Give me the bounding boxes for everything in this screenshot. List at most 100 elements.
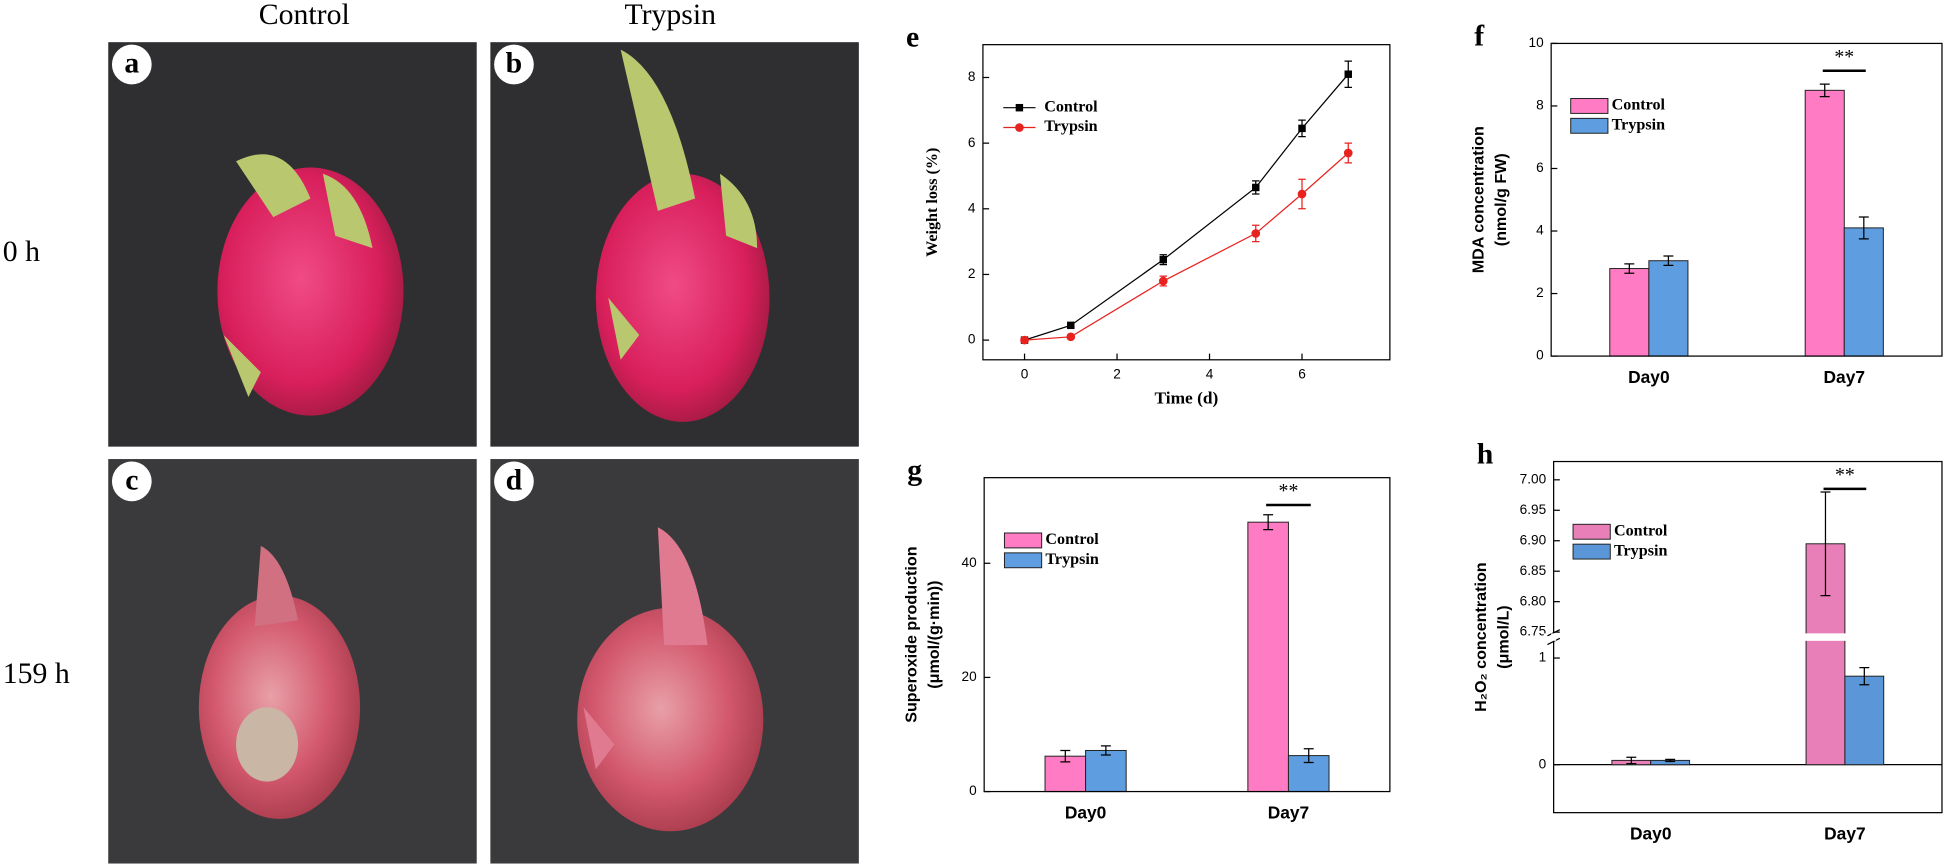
marker [1158, 276, 1168, 286]
bar [1844, 675, 1885, 766]
significance: ** [1834, 46, 1854, 68]
bract [223, 154, 373, 398]
legend-label: Control [1612, 97, 1666, 114]
y-tick-label: 6 [968, 135, 976, 150]
legend-marker [1015, 123, 1024, 132]
bract [583, 527, 708, 770]
error-bar [1859, 667, 1870, 686]
error-bar [1858, 216, 1869, 240]
column-label: Trypsin [624, 0, 716, 31]
lesion [236, 707, 299, 782]
y-tick-label: 6.95 [1520, 502, 1547, 517]
legend-label: Control [1614, 522, 1668, 539]
y-tick-label: 2 [1536, 285, 1544, 300]
error-bar [1820, 491, 1831, 597]
bar [1648, 260, 1689, 357]
y-tick-label: 6.90 [1520, 532, 1547, 547]
x-tick-label: 6 [1298, 366, 1306, 381]
panel-badge [494, 44, 534, 85]
y-tick-label: 0 [1539, 756, 1547, 771]
panel-label: e [906, 21, 919, 54]
y-tick-label: 6.85 [1520, 563, 1547, 578]
y-tick-label: 10 [1529, 35, 1545, 50]
x-tick-label: 4 [1206, 366, 1214, 381]
y-tick-label: 6.80 [1520, 593, 1547, 608]
marker [1251, 229, 1261, 238]
y-tick-label: 4 [968, 200, 976, 215]
line [1024, 73, 1349, 341]
error-bar [1819, 83, 1830, 98]
error-bar [1100, 745, 1111, 756]
panel-label: a [124, 47, 139, 80]
fruit [577, 607, 764, 832]
y-tick-label: 8 [1536, 98, 1544, 113]
x-tick-label: Day0 [1065, 802, 1107, 822]
panel-label: c [125, 463, 138, 496]
column-label: Control [259, 0, 350, 31]
row-label: 159 h [3, 657, 70, 690]
marker [1297, 189, 1307, 199]
axis-break [1551, 633, 1557, 641]
x-tick-label: 0 [1021, 366, 1029, 381]
x-tick-label: 2 [1113, 366, 1121, 381]
bar [1085, 749, 1127, 793]
x-tick-label: Day7 [1824, 824, 1866, 844]
x-tick-label: Day7 [1268, 802, 1310, 822]
significance: ** [1279, 480, 1299, 502]
error-bar [1303, 748, 1314, 764]
plot-frame [983, 477, 1391, 793]
marker [1020, 335, 1029, 345]
panel-label: h [1477, 437, 1494, 470]
plot-frame [982, 44, 1391, 361]
error-bar [1665, 758, 1676, 763]
legend-swatch [1003, 532, 1043, 549]
y-axis-label: Superoxide production [902, 546, 920, 722]
x-tick-label: Day0 [1628, 367, 1670, 387]
marker [1343, 148, 1353, 158]
bract [254, 545, 299, 627]
error-bar [1663, 255, 1674, 267]
legend-swatch [1570, 117, 1609, 134]
bar [1609, 268, 1650, 357]
legend-marker [1015, 103, 1024, 112]
x-tick-label: Day0 [1630, 824, 1672, 844]
fruit [198, 595, 361, 819]
panel-label: b [506, 47, 523, 80]
row-label: 0 h [3, 235, 40, 268]
error-bar [1263, 514, 1274, 531]
marker [1344, 70, 1352, 78]
legend-swatch [1570, 98, 1609, 114]
significance: ** [1835, 464, 1855, 486]
y-axis-label: MDA concentration [1469, 126, 1487, 273]
panel-badge [111, 44, 152, 85]
y-axis-label: Weight loss (%) [924, 148, 941, 257]
bar [1804, 89, 1845, 357]
legend-swatch [1572, 543, 1611, 560]
y-axis-label: (μmol/(g·min)) [925, 580, 943, 688]
panel-label: d [506, 463, 523, 496]
legend-label: Control [1045, 531, 1099, 548]
y-tick-label: 0 [1536, 348, 1544, 363]
y-tick-label: 7.00 [1520, 471, 1547, 486]
legend-label: Trypsin [1044, 118, 1097, 135]
marker [1298, 124, 1306, 133]
y-tick-label: 20 [962, 669, 978, 684]
y-axis-label: H₂O₂ concentration [1472, 562, 1490, 711]
y-tick-label: 0 [968, 332, 976, 347]
bract [608, 49, 758, 360]
y-tick-label: 6 [1536, 160, 1544, 175]
error-bar [1060, 749, 1071, 763]
plot-frame [1550, 42, 1943, 357]
error-bar [1626, 756, 1637, 765]
line [1024, 152, 1349, 341]
marker [1159, 255, 1167, 264]
panel-label: g [907, 454, 922, 487]
photos: a b c d Control Trypsin 0 h 159 h [3, 0, 859, 864]
marker [1067, 321, 1075, 330]
panel-label: f [1474, 19, 1485, 52]
panel-badge [111, 461, 152, 502]
error-bar [1624, 263, 1635, 274]
legend-label: Trypsin [1614, 542, 1667, 559]
